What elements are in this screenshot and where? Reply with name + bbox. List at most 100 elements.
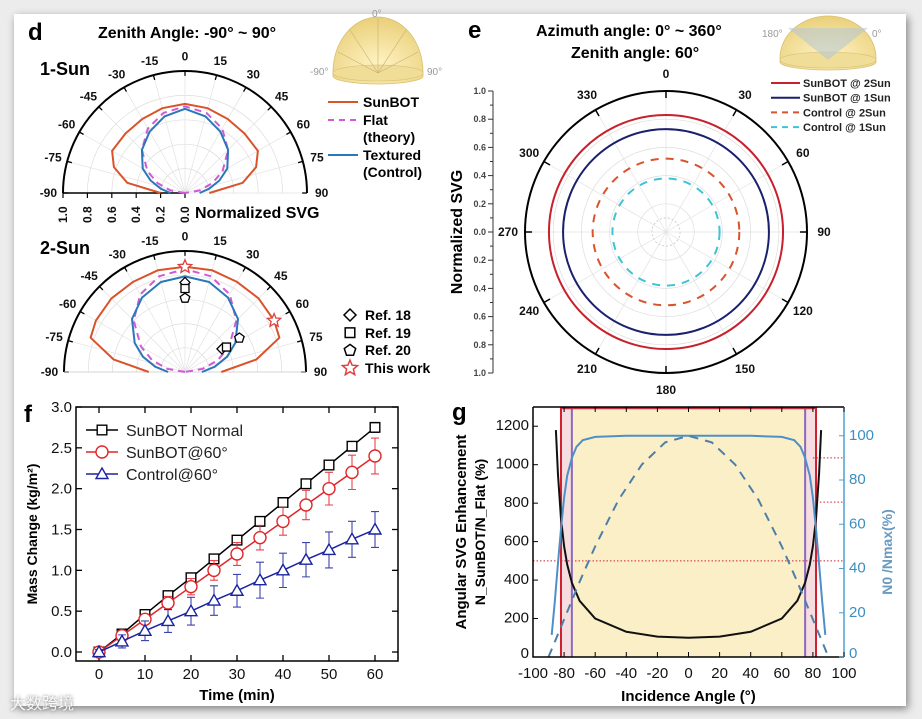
radial-tick-label: 0.8 bbox=[473, 114, 486, 124]
radial-tick-label: 1.0 bbox=[473, 368, 486, 378]
x-tick-label: 50 bbox=[321, 666, 338, 683]
data-point bbox=[299, 498, 313, 512]
tick-mark bbox=[732, 347, 738, 355]
theta-tick-label: -15 bbox=[141, 234, 159, 248]
shaded-edge bbox=[805, 407, 817, 657]
data-point bbox=[160, 613, 176, 627]
theta-tick-label: 180 bbox=[656, 383, 676, 397]
series-sunbot bbox=[111, 102, 259, 194]
y-tick-label: 200 bbox=[504, 610, 529, 627]
data-point bbox=[275, 562, 291, 576]
y2-axis-label: N0 /Nmax(%) bbox=[879, 509, 895, 595]
data-point bbox=[368, 449, 382, 463]
data-point bbox=[367, 522, 383, 535]
y-tick-label: 600 bbox=[504, 533, 529, 550]
panel-label-g: g bbox=[452, 399, 467, 426]
grid-spoke bbox=[80, 311, 186, 373]
theta-tick-label: 90 bbox=[315, 186, 329, 200]
legend-text: This work bbox=[365, 360, 431, 376]
x-tick-label: -20 bbox=[647, 665, 669, 682]
data-point bbox=[298, 552, 314, 565]
data-point bbox=[206, 593, 222, 606]
grid-spoke bbox=[184, 75, 217, 194]
theta-tick-label: -75 bbox=[44, 151, 62, 165]
x-axis-label: Incidence Angle (°) bbox=[621, 688, 756, 705]
x-tick-label: 10 bbox=[137, 666, 154, 683]
theta-tick-label: 75 bbox=[310, 151, 324, 165]
legend-text: SunBOT Normal bbox=[126, 423, 243, 440]
theta-tick-label: 0 bbox=[182, 49, 189, 63]
theta-tick-label: 270 bbox=[498, 225, 518, 239]
x-tick-label: 60 bbox=[367, 666, 384, 683]
data-point bbox=[114, 633, 130, 647]
legend-text: Textured bbox=[363, 147, 421, 163]
tick-mark bbox=[781, 160, 789, 166]
panel-d-subtitle-1sun: 1-Sun bbox=[40, 59, 90, 79]
grid-spoke bbox=[184, 286, 271, 373]
polar-outer-arc bbox=[63, 250, 307, 373]
grid-spoke bbox=[68, 340, 186, 373]
theta-tick-label: -90 bbox=[40, 186, 58, 200]
theta-tick-label: -90 bbox=[41, 365, 59, 379]
theta-tick-label: 210 bbox=[577, 362, 597, 376]
legend-marker-star bbox=[340, 358, 360, 377]
theta-tick-label: 90 bbox=[817, 225, 831, 239]
legend-d2: Ref. 18 Ref. 19 Ref. 20 This work bbox=[340, 307, 431, 377]
theta-tick-label: 0 bbox=[182, 229, 189, 243]
series-n0-nmax-sunbot- bbox=[550, 434, 827, 635]
theta-tick-label: 30 bbox=[247, 68, 261, 82]
y2-tick-label: 60 bbox=[849, 515, 866, 532]
theta-tick-label: 330 bbox=[577, 88, 597, 102]
tick-mark bbox=[543, 298, 551, 304]
hemisphere-inset-d: 0° -90° 90° bbox=[310, 9, 442, 85]
y-axis-label-2: N_SunBOT/N_Flat (%) bbox=[472, 459, 488, 605]
enhancement-chart: -100 -80 -60 -40 -20 0 20 40 60 80 100020040060080… bbox=[453, 406, 895, 705]
tick-mark bbox=[594, 347, 600, 355]
panel-label-d: d bbox=[28, 19, 43, 46]
grid-spoke bbox=[99, 286, 186, 373]
x-tick-label: -60 bbox=[584, 665, 606, 682]
grid-spoke bbox=[184, 340, 302, 373]
tick-mark bbox=[732, 109, 738, 117]
theta-tick-label: 240 bbox=[519, 304, 539, 318]
radial-tick-label: 0.2 bbox=[154, 206, 168, 223]
theta-tick-label: -45 bbox=[81, 269, 99, 283]
theta-tick-label: 60 bbox=[796, 146, 810, 160]
grid-spoke bbox=[665, 109, 737, 233]
series-enhancement bbox=[554, 430, 823, 639]
series-sunbot-2sun bbox=[547, 113, 785, 351]
grid-spoke bbox=[665, 231, 789, 303]
theta-tick-label: -15 bbox=[141, 54, 159, 68]
x-tick-label: 40 bbox=[742, 665, 759, 682]
y-tick-label: 800 bbox=[504, 494, 529, 511]
x-tick-label: -40 bbox=[615, 665, 637, 682]
theta-tick-label: 75 bbox=[309, 330, 323, 344]
legend-marker bbox=[94, 466, 110, 480]
radial-axis-label: Normalized SVG bbox=[195, 205, 319, 222]
data-point bbox=[184, 579, 198, 594]
radial-tick-label: 1.0 bbox=[473, 86, 486, 96]
radial-tick-label: 0.6 bbox=[473, 142, 486, 152]
x-tick-label: 40 bbox=[275, 666, 292, 683]
theta-tick-label: -45 bbox=[80, 89, 98, 103]
polar-plot-1sun: -90 -75 -60 -45 -30 -15 0 15 30 45 60 75 90 1.0 0.8 0.6… bbox=[40, 49, 329, 223]
series-textured-control- bbox=[131, 275, 239, 373]
panel-label-e: e bbox=[468, 17, 481, 44]
theta-tick-label: 30 bbox=[738, 88, 752, 102]
data-point bbox=[208, 553, 220, 565]
grid-spoke bbox=[543, 161, 667, 233]
theta-tick-label: -60 bbox=[58, 118, 76, 132]
y-tick-label: 0.0 bbox=[51, 644, 72, 661]
y-axis-label: Angular SVG Enhancement bbox=[453, 434, 470, 629]
grid-spoke bbox=[665, 161, 789, 233]
legend-text: Control @ 1Sun bbox=[803, 122, 886, 134]
radial-tick-label: 0.4 bbox=[473, 283, 486, 293]
panel-d-title: Zenith Angle: -90° ~ 90° bbox=[98, 25, 276, 42]
grid-spoke bbox=[595, 109, 667, 233]
series-control-2sun bbox=[591, 157, 741, 307]
theta-tick-label: -60 bbox=[59, 297, 77, 311]
data-point bbox=[253, 530, 267, 545]
marker-ref-20 bbox=[179, 292, 191, 303]
legend-text: Ref. 18 bbox=[365, 307, 411, 323]
theta-tick-label: 60 bbox=[297, 118, 311, 132]
